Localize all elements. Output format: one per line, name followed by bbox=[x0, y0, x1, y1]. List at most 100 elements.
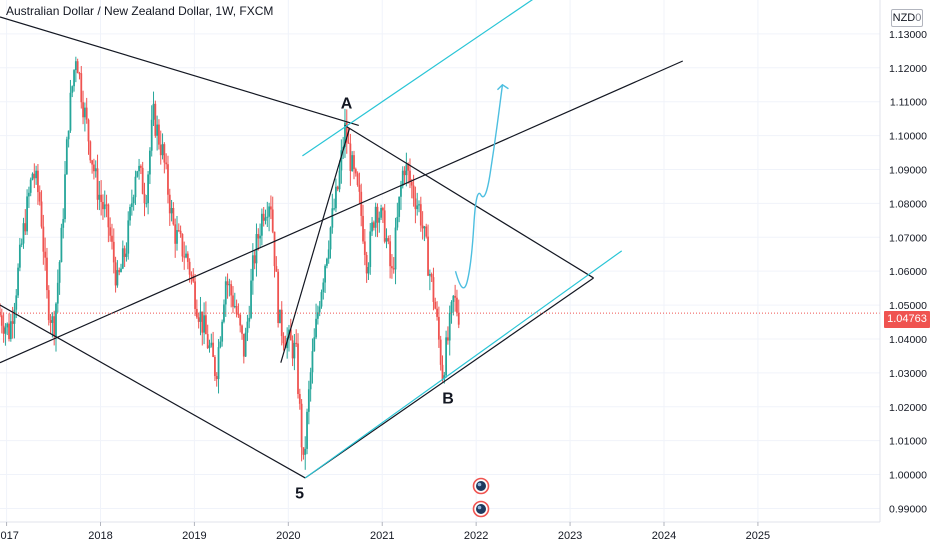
candle-body bbox=[176, 230, 178, 244]
candle-body bbox=[279, 309, 281, 324]
candle-body bbox=[338, 170, 341, 190]
candle-body bbox=[441, 364, 444, 380]
candle-body bbox=[44, 251, 47, 258]
candle-body bbox=[416, 205, 419, 210]
candle-body bbox=[374, 206, 377, 228]
candle-body bbox=[241, 325, 243, 334]
candle-body bbox=[291, 340, 294, 359]
candle-body bbox=[22, 223, 25, 244]
candle-body bbox=[418, 204, 420, 206]
candle-body bbox=[327, 249, 330, 259]
candle-body bbox=[168, 194, 171, 214]
y-tick-label: 1.03000 bbox=[889, 368, 927, 380]
x-tick-label: 2017 bbox=[0, 530, 19, 542]
candle-body bbox=[33, 173, 36, 179]
candle-body bbox=[403, 170, 406, 176]
candle-body bbox=[96, 168, 99, 200]
candle-body bbox=[282, 336, 285, 344]
candle-body bbox=[20, 243, 23, 245]
candle-body bbox=[58, 262, 61, 283]
candle-body bbox=[248, 317, 251, 322]
candle-body bbox=[387, 238, 390, 242]
x-tick-label: 2019 bbox=[182, 530, 206, 542]
candle-body bbox=[214, 356, 216, 377]
x-tick-label: 2025 bbox=[746, 530, 770, 542]
candle-body bbox=[223, 304, 225, 322]
candle-body bbox=[4, 327, 7, 334]
candle-body bbox=[335, 186, 337, 209]
candle-body bbox=[8, 323, 10, 340]
candle-body bbox=[295, 342, 298, 344]
candle-body bbox=[427, 236, 429, 276]
candle-body bbox=[35, 170, 38, 179]
trendline bbox=[0, 16, 359, 126]
candle-body bbox=[186, 253, 189, 262]
candle-body bbox=[102, 201, 104, 210]
candle-body bbox=[53, 316, 56, 337]
candle-body bbox=[309, 372, 312, 390]
trendline bbox=[0, 60, 684, 364]
candle-body bbox=[190, 274, 193, 276]
candle-body bbox=[239, 314, 242, 326]
candle-body bbox=[394, 227, 397, 270]
candle-body bbox=[183, 256, 186, 258]
candle-body bbox=[0, 311, 1, 316]
candle-body bbox=[358, 184, 361, 192]
candle-body bbox=[76, 61, 79, 74]
x-tick-label: 2024 bbox=[652, 530, 676, 542]
candle-body bbox=[203, 315, 205, 333]
candle-body bbox=[260, 213, 263, 236]
candle-body bbox=[228, 284, 231, 286]
candle-body bbox=[212, 342, 215, 357]
candle-body bbox=[273, 231, 276, 267]
candle-body bbox=[194, 281, 196, 309]
candle-body bbox=[372, 222, 375, 228]
y-tick-label: 1.07000 bbox=[889, 232, 927, 244]
candle-body bbox=[383, 210, 386, 242]
y-tick-label: 1.02000 bbox=[889, 402, 927, 414]
candle-body bbox=[369, 231, 372, 267]
candle-body bbox=[351, 155, 354, 171]
currency-label: NZD bbox=[892, 12, 916, 24]
candle-body bbox=[62, 219, 65, 228]
candle-body bbox=[391, 266, 393, 269]
candle-body bbox=[103, 204, 106, 210]
y-tick-label: 1.08000 bbox=[889, 198, 927, 210]
y-tick-label: 1.11000 bbox=[890, 97, 927, 109]
candle-body bbox=[71, 86, 74, 93]
event-highlight-icon bbox=[477, 482, 482, 487]
y-tick-label: 1.04000 bbox=[889, 334, 927, 346]
candle-body bbox=[139, 165, 142, 168]
candle-body bbox=[253, 255, 256, 264]
trendlines-layer[interactable] bbox=[0, 0, 880, 479]
candle-body bbox=[264, 217, 267, 221]
time-axis-bg bbox=[0, 522, 932, 550]
event-globe-icon bbox=[476, 504, 486, 514]
candle-body bbox=[74, 61, 77, 71]
candle-body bbox=[201, 311, 204, 333]
candle-body bbox=[83, 107, 86, 118]
candle-body bbox=[130, 203, 133, 208]
trendline bbox=[304, 277, 594, 479]
candle-body bbox=[255, 234, 258, 264]
candle-body bbox=[246, 321, 249, 333]
candle-body bbox=[428, 273, 431, 276]
candle-body bbox=[149, 150, 151, 175]
candle-body bbox=[31, 173, 34, 180]
candle-body bbox=[275, 266, 278, 272]
candle-body bbox=[121, 248, 124, 269]
candle-body bbox=[262, 213, 265, 221]
candle-body bbox=[250, 280, 252, 318]
candle-body bbox=[385, 238, 388, 242]
candle-body bbox=[354, 169, 357, 174]
candle-body bbox=[125, 253, 128, 257]
candle-body bbox=[405, 164, 408, 176]
currency-button[interactable]: NZD0 bbox=[891, 9, 923, 27]
candle-body bbox=[378, 217, 381, 223]
candle-body bbox=[87, 119, 90, 142]
candle-body bbox=[64, 174, 66, 220]
candle-body bbox=[280, 309, 283, 337]
